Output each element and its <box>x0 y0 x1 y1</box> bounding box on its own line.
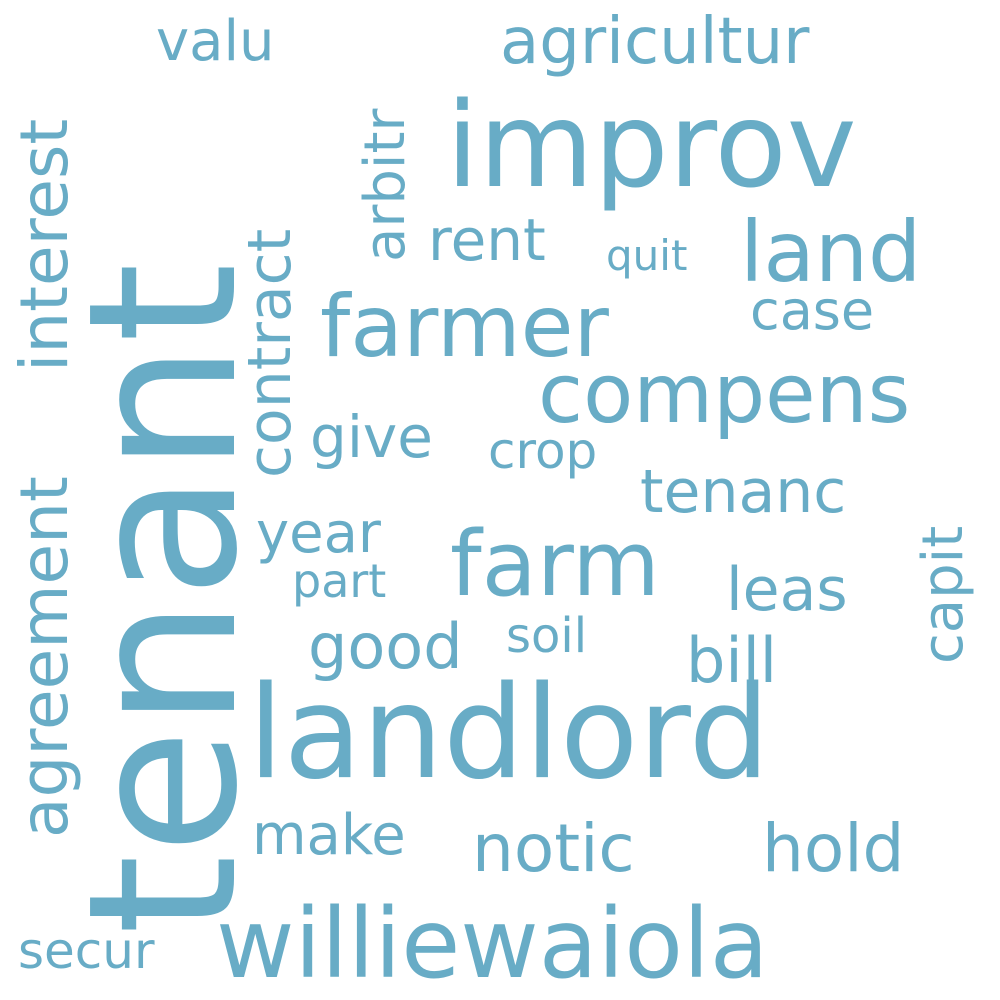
word-make: make <box>252 803 406 868</box>
word-landlord: landlord <box>248 659 770 808</box>
word-interest: interest <box>6 118 83 372</box>
word-case: case <box>750 279 875 342</box>
word-williewaiola: williewaiola <box>216 888 769 1000</box>
word-crop: crop <box>488 422 598 480</box>
word-arbitr: arbitr <box>353 108 418 262</box>
word-rent: rent <box>428 206 546 274</box>
word-valu: valu <box>156 9 275 74</box>
word-notic: notic <box>472 810 635 887</box>
word-tenanc: tenanc <box>640 457 847 527</box>
word-leas: leas <box>726 555 848 625</box>
word-bill: bill <box>686 624 778 697</box>
word-compens: compens <box>538 347 911 442</box>
word-hold: hold <box>762 810 905 887</box>
word-contract: contract <box>235 228 305 478</box>
word-agreement: agreement <box>6 476 83 838</box>
word-land: land <box>740 203 922 301</box>
word-agricultur: agricultur <box>500 5 810 79</box>
word-farmer: farmer <box>320 277 609 377</box>
word-year: year <box>256 501 381 566</box>
word-farm: farm <box>450 512 660 617</box>
word-secur: secur <box>18 922 155 980</box>
word-quit: quit <box>606 231 688 280</box>
word-capit: capit <box>911 525 976 664</box>
word-part: part <box>292 554 387 608</box>
word-good: good <box>308 610 463 683</box>
word-give: give <box>310 403 433 471</box>
word-improv: improv <box>446 76 857 214</box>
word-soil: soil <box>506 608 588 664</box>
